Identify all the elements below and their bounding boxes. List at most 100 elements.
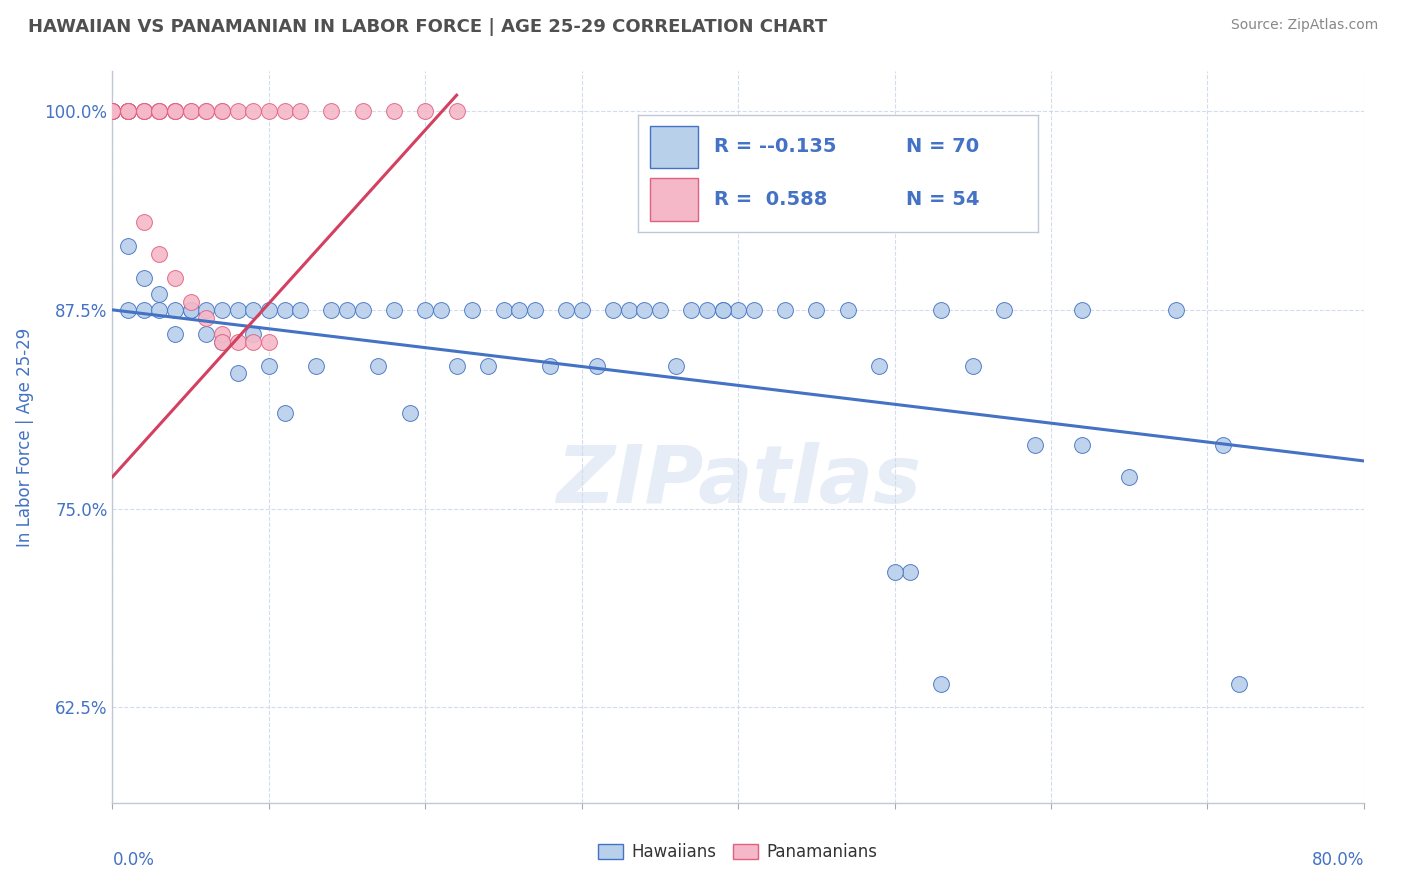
Point [382, 302, 405, 317]
Point [242, 334, 264, 349]
Point [242, 326, 264, 341]
Point [617, 302, 640, 317]
Point [711, 302, 734, 317]
Point [148, 287, 170, 301]
Point [226, 104, 249, 119]
Point [226, 302, 249, 317]
Point [117, 302, 139, 317]
Point [101, 104, 124, 119]
Point [711, 302, 734, 317]
Point [1212, 438, 1234, 452]
Point [163, 104, 186, 119]
Point [321, 302, 343, 317]
Point [180, 302, 202, 317]
Point [257, 359, 280, 373]
Point [101, 104, 124, 119]
Point [211, 104, 233, 119]
Point [132, 215, 155, 229]
Point [101, 104, 124, 119]
Point [696, 302, 718, 317]
Y-axis label: In Labor Force | Age 25-29: In Labor Force | Age 25-29 [15, 327, 34, 547]
Point [742, 302, 765, 317]
Point [117, 104, 139, 119]
Point [180, 302, 202, 317]
Point [523, 302, 546, 317]
Point [148, 104, 170, 119]
Point [163, 104, 186, 119]
Point [257, 334, 280, 349]
Point [132, 271, 155, 285]
Point [117, 104, 139, 119]
Point [1024, 438, 1046, 452]
Point [117, 104, 139, 119]
Point [868, 359, 890, 373]
Point [101, 104, 124, 119]
Point [430, 302, 453, 317]
Point [195, 310, 218, 325]
Point [806, 302, 828, 317]
Point [163, 271, 186, 285]
Point [1118, 470, 1140, 484]
Point [132, 104, 155, 119]
Point [211, 334, 233, 349]
Point [305, 359, 328, 373]
Point [1071, 438, 1094, 452]
Point [461, 302, 484, 317]
Point [195, 302, 218, 317]
Point [211, 334, 233, 349]
Point [117, 104, 139, 119]
Point [367, 359, 389, 373]
Point [321, 104, 343, 119]
Point [336, 302, 359, 317]
Point [664, 359, 686, 373]
Point [633, 302, 655, 317]
Point [117, 239, 139, 253]
Point [993, 302, 1015, 317]
Point [195, 326, 218, 341]
Point [257, 104, 280, 119]
Legend: Hawaiians, Panamanians: Hawaiians, Panamanians [592, 837, 884, 868]
Point [163, 302, 186, 317]
Text: ZIPatlas: ZIPatlas [555, 442, 921, 520]
Point [540, 359, 562, 373]
Point [290, 104, 312, 119]
Point [273, 406, 295, 420]
Point [211, 326, 233, 341]
Point [446, 104, 468, 119]
Point [195, 104, 218, 119]
Point [132, 302, 155, 317]
Point [101, 104, 124, 119]
Point [382, 104, 405, 119]
Point [571, 302, 593, 317]
Point [555, 302, 578, 317]
Point [1166, 302, 1188, 317]
Point [602, 302, 624, 317]
Point [931, 302, 953, 317]
Point [132, 104, 155, 119]
Point [101, 104, 124, 119]
Point [101, 104, 124, 119]
Point [931, 676, 953, 690]
Point [446, 359, 468, 373]
Point [727, 302, 749, 317]
Point [257, 302, 280, 317]
Point [477, 359, 499, 373]
Point [837, 302, 859, 317]
Point [148, 104, 170, 119]
Point [117, 104, 139, 119]
Point [898, 566, 921, 580]
Text: 0.0%: 0.0% [112, 850, 155, 869]
Point [415, 104, 437, 119]
Point [352, 302, 374, 317]
Point [117, 104, 139, 119]
Point [883, 566, 905, 580]
Point [101, 104, 124, 119]
Point [132, 104, 155, 119]
Point [242, 104, 264, 119]
Point [415, 302, 437, 317]
Point [273, 302, 295, 317]
Point [586, 359, 609, 373]
Point [163, 326, 186, 341]
Point [352, 104, 374, 119]
Point [117, 104, 139, 119]
